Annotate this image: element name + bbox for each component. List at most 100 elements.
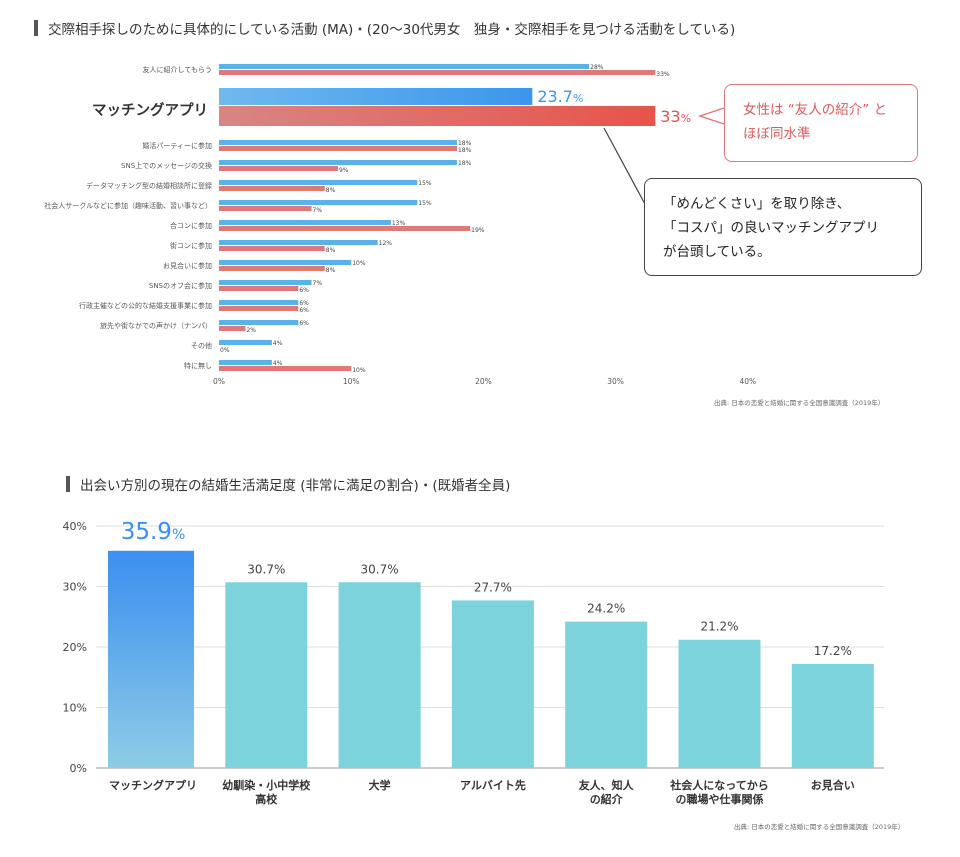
category-label: の職場や仕事関係 [676, 792, 764, 806]
bar-male-value-label: 18% [458, 160, 472, 167]
bar-female [219, 366, 352, 371]
bar-female-value-label: 8% [326, 187, 336, 194]
bar-male-value-label: 28% [590, 64, 604, 71]
category-label: 高校 [255, 792, 278, 806]
category-label: 旅先や街なかでの声かけ（ナンパ） [100, 321, 212, 330]
chart1-svg: 0% 10% 20% 30% 40% 友人に紹介してもらう 28% 33% マッチングアプリ 23… [44, 64, 756, 386]
category-label: 幼馴染・小中学校 [222, 778, 311, 792]
y-tick-label: 40% [63, 520, 87, 533]
bar-male [219, 140, 457, 145]
category-label: お見合いに参加 [163, 261, 212, 270]
bar-male [219, 160, 457, 165]
bar [108, 550, 194, 768]
value-number: 33 [660, 107, 680, 126]
bar-male [219, 300, 299, 305]
bar [678, 639, 761, 768]
bar-male-value-label: 12% [379, 240, 393, 247]
bar-male [219, 320, 299, 325]
bar-female [219, 306, 299, 311]
category-label: データマッチング型の結婚相談所に登録 [86, 181, 212, 190]
bar-female [219, 106, 656, 126]
bar [225, 582, 308, 768]
bar-female [219, 166, 338, 171]
x-tick-label: 0% [213, 377, 225, 386]
title-accent-bar [34, 20, 38, 36]
bar-male [219, 280, 312, 285]
bar-female-value-label: 0% [220, 347, 230, 354]
value-unit: % [172, 527, 185, 543]
category-label: 友人、知人 [579, 778, 635, 792]
bar-male-value-label: 15% [418, 200, 432, 207]
bar-male-value-label: 6% [299, 320, 309, 327]
bar-value-label: 35.9% [121, 519, 186, 545]
callout-female-pointer [697, 107, 725, 125]
title-accent-bar [66, 476, 70, 492]
chart1-title-text: 交際相手探しのために具体的にしている活動 (MA)・(20〜30代男女 独身・交… [48, 22, 736, 38]
bar-male [219, 64, 590, 69]
bar-male [219, 260, 352, 265]
bar-female [219, 286, 299, 291]
bar-value-label: 17.2% [814, 644, 852, 658]
bar-female [219, 226, 471, 231]
bar-male-value-label: 4% [273, 360, 283, 367]
x-tick-label: 10% [343, 377, 360, 386]
bar-male [219, 200, 418, 205]
bar-male-value-label: 7% [313, 280, 323, 287]
bar [565, 621, 648, 768]
bar-female-value-label: 9% [339, 167, 349, 174]
bar-female-value-label: 8% [326, 267, 336, 274]
category-label: 合コンに参加 [170, 221, 212, 230]
category-label: お見合い [811, 778, 855, 792]
bar-female [219, 206, 312, 211]
bar-male-value-label: 23.7% [537, 87, 583, 106]
category-label: マッチングアプリ [92, 101, 208, 119]
bar-male-value-label: 4% [273, 340, 283, 347]
bar-female [219, 326, 246, 331]
y-tick-label: 10% [63, 702, 87, 715]
category-label: 友人に紹介してもらう [143, 65, 212, 74]
value-number: 23.7 [537, 87, 573, 106]
bar-female-value-label: 18% [458, 147, 472, 154]
bar-male-value-label: 15% [418, 180, 432, 187]
category-label: 行政主催などの公的な結婚支援事業に参加 [79, 301, 212, 310]
category-label: SNS上でのメッセージの交換 [121, 161, 212, 170]
bar-value-label: 24.2% [587, 602, 625, 616]
chart2-title: 出会い方別の現在の結婚生活満足度 (非常に満足の割合)・(既婚者全員) [66, 474, 510, 494]
bar-value-label: 30.7% [247, 562, 285, 576]
bar-male [219, 240, 378, 245]
category-label: 街コンに参加 [170, 241, 212, 250]
category-label: SNSのオフ会に参加 [149, 281, 212, 290]
category-label: の紹介 [590, 792, 624, 806]
y-tick-label: 20% [63, 641, 87, 654]
y-tick-label: 0% [70, 762, 87, 775]
x-tick-label: 30% [607, 377, 624, 386]
bar-male-value-label: 13% [392, 220, 406, 227]
bar-value-label: 27.7% [474, 580, 512, 594]
bar-male [219, 88, 533, 105]
bar-female [219, 146, 457, 151]
bar-female-value-label: 6% [299, 287, 309, 294]
value-unit: % [573, 92, 583, 105]
chart2-title-text: 出会い方別の現在の結婚生活満足度 (非常に満足の割合)・(既婚者全員) [80, 478, 511, 494]
bar-female-value-label: 19% [471, 227, 485, 234]
bar [451, 600, 534, 768]
bar-value-label: 30.7% [361, 562, 399, 576]
bar [338, 582, 421, 768]
bar-female-value-label: 8% [326, 247, 336, 254]
category-label: アルバイト先 [460, 778, 526, 792]
bar-female [219, 186, 325, 191]
bar-male [219, 360, 272, 365]
value-unit: % [681, 112, 691, 125]
x-tick-label: 20% [475, 377, 492, 386]
bar-value-label: 21.2% [700, 620, 738, 634]
category-label: 社会人サークルなどに参加（趣味活動、習い事など） [44, 201, 212, 210]
y-tick-label: 30% [63, 581, 87, 594]
category-label: その他 [191, 341, 212, 350]
bar-female-value-label: 33% [660, 107, 691, 126]
bar-male [219, 180, 418, 185]
bar-female-value-label: 7% [313, 207, 323, 214]
callout-female-comment: 女性は “友人の紹介” と ほぼ同水準 [724, 84, 918, 162]
bar-female-value-label: 33% [656, 71, 670, 78]
category-label: マッチングアプリ [109, 778, 197, 792]
